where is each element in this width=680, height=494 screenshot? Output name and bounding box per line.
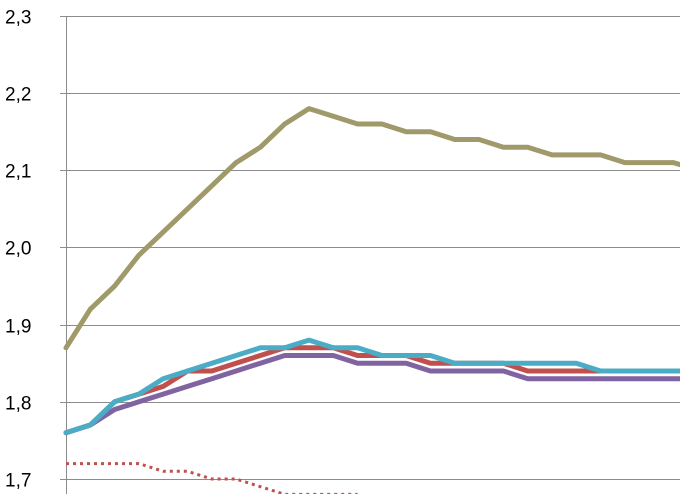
y-tick-labels: 2,3 2,2 2,1 2,0 1,9 1,8 1,7 [5, 8, 31, 492]
series-line-4 [63, 337, 680, 436]
gridlines [66, 16, 680, 480]
y-tick-label: 1,7 [5, 471, 31, 492]
y-axis [60, 16, 67, 494]
series-line-2 [63, 345, 680, 436]
y-tick-label: 2,3 [5, 8, 31, 29]
series-line-3 [63, 353, 680, 436]
series-line-1 [63, 106, 680, 351]
series-group [63, 106, 680, 494]
y-tick-label: 1,9 [5, 317, 31, 338]
y-tick-label: 1,8 [5, 394, 31, 415]
series-line-5 [66, 462, 358, 494]
y-tick-label: 2,1 [5, 162, 31, 183]
y-tick-label: 2,2 [5, 85, 31, 106]
y-tick-label: 2,0 [5, 239, 31, 260]
